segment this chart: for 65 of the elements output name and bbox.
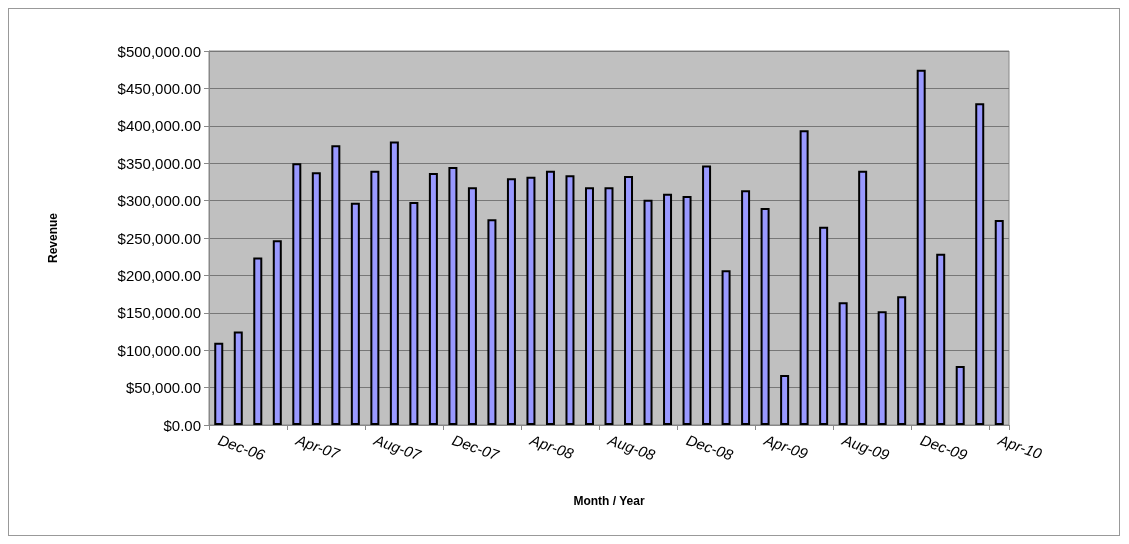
bar — [467, 187, 477, 425]
y-tick-label: $450,000.00 — [117, 79, 201, 97]
x-tick-label: Apr-10 — [995, 430, 1045, 463]
bar — [994, 220, 1004, 425]
bar — [409, 202, 419, 425]
bar — [331, 145, 341, 425]
y-tick-label: $400,000.00 — [117, 117, 201, 135]
bar — [721, 270, 731, 425]
bar — [370, 170, 380, 425]
x-tick-label: Dec-07 — [450, 431, 502, 464]
x-tick-label: Apr-08 — [527, 430, 577, 463]
bar — [253, 257, 263, 425]
bar — [487, 219, 497, 425]
bar — [916, 69, 926, 425]
bar — [428, 172, 438, 425]
x-tick-label: Aug-09 — [839, 430, 893, 464]
y-tick-label: $50,000.00 — [125, 379, 201, 397]
bar — [214, 342, 224, 425]
bar — [897, 296, 907, 425]
y-tick-label: $300,000.00 — [117, 192, 201, 210]
bar — [819, 226, 829, 425]
bar — [780, 374, 790, 425]
bar — [584, 187, 594, 425]
bar — [799, 130, 809, 425]
y-tick-label: $350,000.00 — [117, 154, 201, 172]
bar — [448, 166, 458, 425]
bar — [682, 196, 692, 425]
y-axis-title: Revenue — [46, 212, 60, 264]
bar — [389, 141, 399, 425]
y-tick-label: $150,000.00 — [117, 304, 201, 322]
bar — [506, 178, 516, 425]
bar — [292, 163, 302, 425]
y-tick-label: $500,000.00 — [117, 42, 201, 60]
bar — [311, 172, 321, 425]
x-tick-label: Apr-09 — [761, 430, 811, 463]
bar — [565, 175, 575, 425]
bar — [272, 240, 282, 425]
bar — [233, 331, 243, 425]
bar — [955, 365, 965, 425]
bar — [663, 193, 673, 425]
y-tick-label: $200,000.00 — [117, 266, 201, 284]
y-tick-label: $250,000.00 — [117, 229, 201, 247]
x-tick-label: Dec-09 — [918, 431, 971, 464]
bar — [624, 175, 634, 425]
x-tick-label: Dec-08 — [684, 431, 737, 464]
bar — [975, 103, 985, 425]
y-tick-label: $0.00 — [163, 416, 201, 434]
y-tick-label: $100,000.00 — [117, 341, 201, 359]
bar — [877, 311, 887, 425]
x-axis-title: Month / Year — [573, 494, 645, 508]
x-tick-label: Aug-08 — [605, 430, 658, 464]
bar — [604, 187, 614, 425]
x-tick-label: Apr-07 — [292, 430, 343, 463]
bar — [936, 253, 946, 425]
bar — [526, 176, 536, 425]
bar — [643, 199, 653, 425]
bar — [838, 302, 848, 425]
bar — [702, 165, 712, 425]
bar — [545, 170, 555, 425]
x-tick-label: Dec-06 — [215, 431, 268, 464]
x-tick-label: Aug-07 — [371, 430, 424, 464]
bar — [350, 202, 360, 425]
bar — [741, 190, 751, 425]
bar — [760, 208, 770, 425]
bar — [858, 170, 868, 425]
